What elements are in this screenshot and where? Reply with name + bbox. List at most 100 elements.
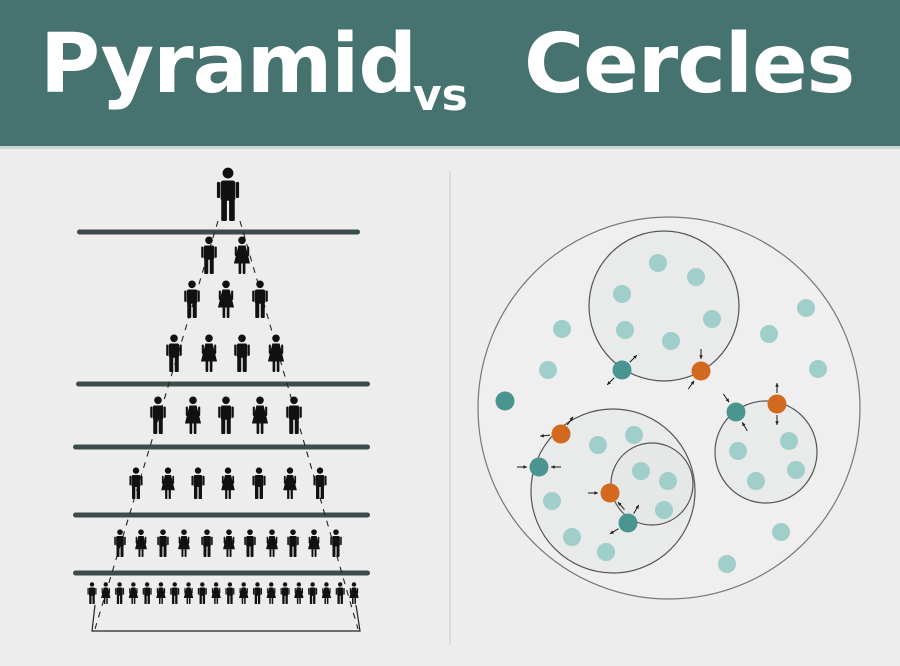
woman-figure-icon [283,467,297,499]
man-figure-icon [335,582,345,604]
member-dot [649,254,667,272]
arrowhead [551,465,555,469]
member-dot [553,320,571,338]
woman-figure-icon [156,582,166,604]
title-left-word: Pyramid [40,17,417,112]
man-figure-icon [87,582,97,604]
woman-figure-icon [251,396,269,434]
arrowhead [569,416,574,421]
connector-dot-teal [495,391,515,411]
man-figure-icon [157,529,169,557]
member-dot [662,332,680,350]
circle-group-nested [610,442,694,526]
arrowhead [617,502,622,506]
connector-dot-orange [767,394,787,414]
man-figure-icon [150,396,166,434]
arrowhead [775,383,779,387]
man-figure-icon [244,529,256,557]
hierarchy-bar [73,570,370,576]
member-dot [729,442,747,460]
man-figure-icon [129,467,143,499]
connector-dot-teal [612,360,632,380]
arrowhead [523,465,527,469]
woman-figure-icon [266,582,276,604]
member-dot [659,472,677,490]
man-figure-icon [142,582,152,604]
man-figure-icon [252,280,268,318]
arrowhead [633,355,637,359]
man-figure-icon [184,280,200,318]
woman-figure-icon [221,467,235,499]
connector-dot-orange [551,424,571,444]
arrowhead [609,530,614,534]
member-dot [597,543,615,561]
man-figure-icon [218,396,234,434]
member-dot [539,361,557,379]
member-dot [772,523,790,541]
man-figure-icon [201,529,213,557]
woman-figure-icon [128,582,139,604]
hierarchy-bar [77,229,360,235]
comparison-stage [0,149,900,662]
arrowhead [775,421,779,425]
member-dot [747,472,765,490]
member-dot [563,528,581,546]
man-figure-icon [197,582,207,604]
arrowhead [725,398,730,403]
man-figure-icon [280,582,290,604]
member-dot [655,501,673,519]
member-dot [625,426,643,444]
banner-divider [0,146,900,149]
arrowhead [742,422,746,427]
hierarchy-bar [73,444,370,450]
man-figure-icon [252,582,262,604]
woman-figure-icon [211,582,221,604]
hierarchy-bar [76,381,370,387]
woman-figure-icon [178,529,190,557]
arrowhead [635,504,639,509]
woman-figure-icon [101,582,111,604]
member-dot [780,432,798,450]
comparison-diagram [73,167,861,645]
woman-figure-icon [294,582,304,604]
connector-dot-orange [600,483,620,503]
member-dot [616,321,634,339]
man-figure-icon [225,582,235,604]
member-dot [797,299,815,317]
member-dot [760,325,778,343]
woman-figure-icon [266,529,278,557]
member-dot [703,310,721,328]
man-figure-icon [287,529,299,557]
woman-figure-icon [349,582,359,604]
circles-network [477,216,861,600]
title-banner: Pyramid vs Cercles [0,0,900,148]
man-figure-icon [191,467,205,499]
woman-figure-icon [267,334,285,372]
man-figure-icon [216,167,240,221]
woman-figure-icon [223,529,235,557]
pyramid-edge-right [239,220,359,630]
man-figure-icon [170,582,180,604]
woman-figure-icon [184,396,202,434]
man-figure-icon [114,529,126,557]
man-figure-icon [330,529,342,557]
man-figure-icon [166,334,182,372]
man-figure-icon [308,582,318,604]
woman-figure-icon [200,334,218,372]
member-dot [543,492,561,510]
pyramid-hierarchy [73,167,370,632]
connector-dot-orange [691,361,711,381]
connector-dot-teal [529,457,549,477]
man-figure-icon [252,467,266,499]
arrowhead [690,380,695,385]
woman-figure-icon [239,582,249,604]
arrowhead [594,491,598,495]
arrowhead [540,433,544,438]
woman-figure-icon [233,236,251,274]
member-dot [809,360,827,378]
woman-figure-icon [135,529,147,557]
connector-dot-teal [726,402,746,422]
man-figure-icon [115,582,125,604]
member-dot [613,285,631,303]
title-vs-word: vs [413,70,468,121]
